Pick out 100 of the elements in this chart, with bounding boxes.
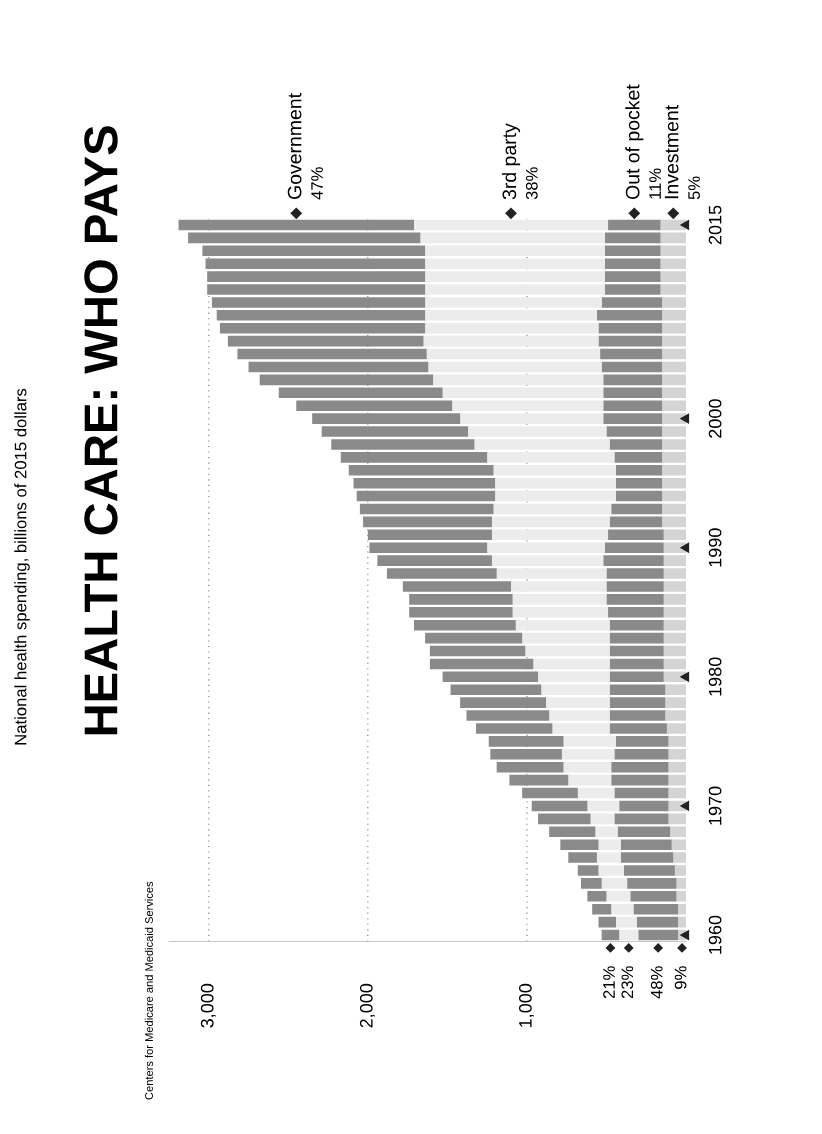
bar [549, 826, 596, 838]
bar [603, 387, 663, 399]
bar [466, 710, 550, 721]
bar [442, 671, 539, 683]
bar [596, 310, 663, 321]
bar [660, 258, 686, 269]
y-tick-label: 1960 [708, 915, 722, 954]
bar [608, 606, 664, 618]
bar [609, 439, 663, 450]
bar [676, 878, 686, 889]
bar [413, 219, 609, 231]
annotation: 47% [311, 167, 323, 200]
bar [476, 723, 553, 734]
bar [606, 581, 664, 592]
bar [609, 632, 664, 644]
bar [608, 219, 661, 231]
bar [211, 297, 426, 308]
bar [663, 581, 686, 592]
x-tick-label: 2,000 [359, 983, 375, 1028]
bar [592, 903, 612, 915]
annotation: 48% [650, 966, 663, 999]
x-tick-label: 1,000 [518, 983, 534, 1027]
bar [604, 542, 664, 554]
bar [495, 477, 617, 489]
bar [609, 710, 666, 721]
bar [386, 568, 497, 579]
bar [237, 348, 427, 360]
annotation: 11% [649, 168, 661, 199]
bar [493, 464, 617, 476]
bar [616, 477, 663, 489]
bar [522, 632, 610, 644]
y-tick-label: 1980 [708, 657, 722, 696]
bar [515, 619, 610, 631]
bar [496, 568, 607, 579]
bar [563, 736, 617, 747]
bar [560, 839, 599, 850]
bar [601, 361, 663, 373]
bar [598, 865, 624, 876]
bar [581, 878, 602, 889]
y-tick-label: 2015 [708, 205, 722, 245]
bar [533, 658, 610, 670]
x-tick-label: 3,000 [200, 983, 216, 1028]
bar [491, 529, 609, 541]
bar [538, 813, 591, 825]
y-tick-label: 1990 [708, 528, 722, 567]
bar [525, 645, 610, 657]
bar [227, 335, 424, 347]
bar [662, 297, 686, 308]
bar [620, 852, 674, 863]
annotation: 38% [525, 167, 538, 200]
bar [611, 774, 669, 786]
bar [604, 232, 661, 244]
bar [614, 452, 663, 463]
bar [429, 645, 526, 657]
bar [604, 284, 661, 295]
bar [488, 736, 564, 747]
bar [474, 439, 610, 450]
bar [662, 452, 686, 463]
bar [609, 619, 664, 631]
bar [512, 606, 609, 618]
y-tick-label: 2000 [708, 399, 722, 438]
bar [668, 749, 686, 760]
bar [665, 684, 686, 696]
bar [604, 271, 661, 282]
bar [541, 684, 610, 696]
bar [660, 271, 686, 282]
bar [367, 529, 492, 541]
bar [603, 400, 663, 411]
bar [452, 400, 604, 411]
bar [662, 464, 686, 476]
bar [630, 891, 677, 902]
bar [627, 878, 677, 889]
bar [609, 658, 664, 670]
text: Out of pocket [625, 84, 644, 200]
annotation: 21% [603, 966, 615, 999]
bar [671, 839, 686, 850]
bar [666, 723, 686, 734]
annotation: 5% [688, 176, 700, 200]
bar [660, 284, 686, 295]
annotation: 9% [674, 966, 687, 989]
bar [369, 542, 488, 554]
bar [487, 452, 615, 463]
bar [348, 464, 494, 476]
bar [662, 374, 686, 386]
bar [363, 516, 492, 528]
bar [538, 671, 610, 683]
bar [609, 645, 664, 657]
bar [609, 697, 666, 708]
text: 3rd party [501, 123, 521, 200]
bar [577, 865, 599, 876]
bar [207, 284, 426, 295]
bar [413, 619, 516, 631]
bar [321, 426, 469, 437]
bar [611, 503, 663, 515]
bar [468, 426, 607, 437]
bar [205, 258, 426, 269]
bar [178, 219, 414, 231]
bar [493, 503, 612, 515]
bar [552, 723, 610, 734]
bar [606, 891, 631, 902]
